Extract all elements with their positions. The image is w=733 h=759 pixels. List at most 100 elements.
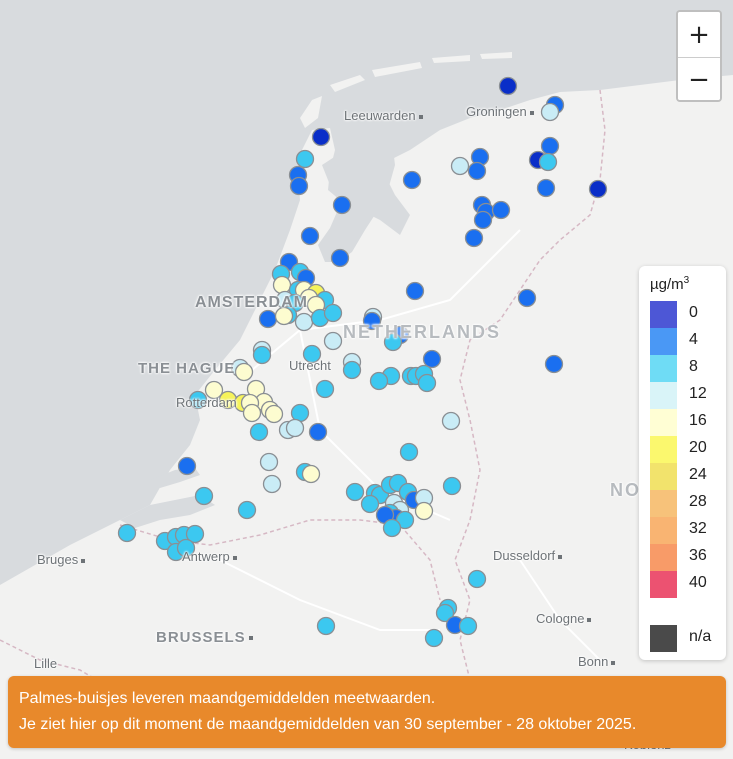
measurement-marker[interactable] <box>249 422 269 442</box>
measurement-marker[interactable] <box>342 360 362 380</box>
schiermonnikoog <box>480 52 512 59</box>
measurement-marker[interactable] <box>473 210 493 230</box>
measurement-marker[interactable] <box>311 127 331 147</box>
measurement-marker[interactable] <box>491 200 511 220</box>
measurement-marker[interactable] <box>262 474 282 494</box>
place-bruges: Bruges <box>37 552 86 567</box>
measurement-marker[interactable] <box>538 152 558 172</box>
measurement-marker[interactable] <box>258 309 278 329</box>
measurement-marker[interactable] <box>330 248 350 268</box>
info-banner: Palmes-buisjes leveren maandgemiddelden … <box>8 676 726 748</box>
legend-swatches <box>650 301 677 598</box>
measurement-marker[interactable] <box>467 161 487 181</box>
measurement-marker[interactable] <box>442 476 462 496</box>
place-netherlands: NETHERLANDS <box>343 322 502 342</box>
measurement-marker[interactable] <box>414 501 434 521</box>
banner-line-2: Je ziet hier op dit moment de maandgemid… <box>19 716 637 733</box>
measurement-marker[interactable] <box>399 442 419 462</box>
measurement-marker[interactable] <box>405 281 425 301</box>
legend-label: 12 <box>689 385 707 402</box>
measurement-marker[interactable] <box>417 373 437 393</box>
measurement-marker[interactable] <box>274 306 294 326</box>
measurement-marker[interactable] <box>517 288 537 308</box>
measurement-marker[interactable] <box>234 362 254 382</box>
legend-swatch <box>650 571 677 598</box>
measurement-marker[interactable] <box>289 176 309 196</box>
measurement-marker[interactable] <box>316 616 336 636</box>
measurement-marker[interactable] <box>467 569 487 589</box>
measurement-marker[interactable] <box>237 500 257 520</box>
measurement-marker[interactable] <box>382 518 402 538</box>
legend-swatch <box>650 355 677 382</box>
measurement-marker[interactable] <box>345 482 365 502</box>
legend-swatch <box>650 382 677 409</box>
measurement-marker[interactable] <box>332 195 352 215</box>
legend-swatch <box>650 328 677 355</box>
measurement-marker[interactable] <box>204 380 224 400</box>
legend-swatch <box>650 436 677 463</box>
measurement-marker[interactable] <box>588 179 608 199</box>
measurement-marker[interactable] <box>435 603 455 623</box>
measurement-marker[interactable] <box>450 156 470 176</box>
legend-swatch <box>650 490 677 517</box>
measurement-marker[interactable] <box>272 275 292 295</box>
measurement-marker[interactable] <box>369 371 389 391</box>
legend-unit: µg/m3 <box>650 275 690 293</box>
legend-swatch <box>650 463 677 490</box>
zoom-in-button[interactable]: + <box>678 12 720 57</box>
measurement-marker[interactable] <box>383 332 403 352</box>
measurement-marker[interactable] <box>315 379 335 399</box>
place-dusseldorf: Dusseldorf <box>493 548 563 563</box>
measurement-marker[interactable] <box>540 102 560 122</box>
measurement-marker[interactable] <box>264 404 284 424</box>
measurement-marker[interactable] <box>540 136 560 156</box>
zoom-control: + − <box>676 10 722 102</box>
measurement-marker[interactable] <box>294 312 314 332</box>
measurement-marker[interactable] <box>117 523 137 543</box>
legend-swatch <box>650 544 677 571</box>
measurement-marker[interactable] <box>323 303 343 323</box>
measurement-marker[interactable] <box>194 486 214 506</box>
place-utrecht: Utrecht <box>289 358 331 373</box>
measurement-marker[interactable] <box>185 524 205 544</box>
measurement-marker[interactable] <box>464 228 484 248</box>
measurement-marker[interactable] <box>402 170 422 190</box>
measurement-marker[interactable] <box>188 390 208 410</box>
measurement-marker[interactable] <box>308 422 328 442</box>
legend-label: 4 <box>689 331 698 348</box>
place-cologne: Cologne <box>536 611 592 626</box>
measurement-marker[interactable] <box>177 456 197 476</box>
place-groningen: Groningen <box>466 104 534 119</box>
measurement-marker[interactable] <box>300 226 320 246</box>
texel <box>300 96 322 128</box>
measurement-marker[interactable] <box>441 411 461 431</box>
banner-line-1: Palmes-buisjes leveren maandgemiddelden … <box>19 690 436 707</box>
measurement-marker[interactable] <box>458 616 478 636</box>
legend-label: 0 <box>689 304 698 321</box>
measurement-marker[interactable] <box>424 628 444 648</box>
terschelling <box>372 62 422 77</box>
measurement-marker[interactable] <box>498 76 518 96</box>
measurement-marker[interactable] <box>536 178 556 198</box>
measurement-marker[interactable] <box>360 494 380 514</box>
measurement-marker[interactable] <box>544 354 564 374</box>
measurement-marker[interactable] <box>323 331 343 351</box>
legend-label: 24 <box>689 466 707 483</box>
measurement-marker[interactable] <box>285 418 305 438</box>
place-antwerp: Antwerp <box>182 549 237 564</box>
legend-na-label: n/a <box>689 628 712 645</box>
measurement-marker[interactable] <box>422 349 442 369</box>
legend-label: 20 <box>689 439 707 456</box>
zoom-out-button[interactable]: − <box>678 57 720 100</box>
measurement-marker[interactable] <box>259 452 279 472</box>
measurement-marker[interactable] <box>176 538 196 558</box>
measurement-marker[interactable] <box>242 403 262 423</box>
measurement-marker[interactable] <box>395 510 415 530</box>
measurement-marker[interactable] <box>301 464 321 484</box>
measurement-marker[interactable] <box>302 344 322 364</box>
measurement-marker[interactable] <box>362 311 382 331</box>
measurement-marker[interactable] <box>252 345 272 365</box>
place-leeuwarden: Leeuwarden <box>344 108 423 123</box>
measurement-marker[interactable] <box>295 149 315 169</box>
